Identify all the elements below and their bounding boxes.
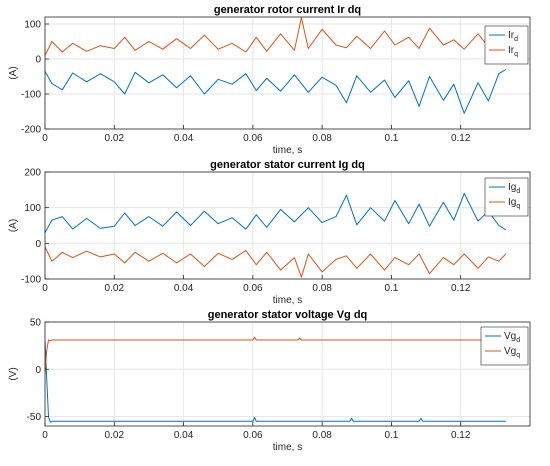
x-tick-label: 0.04 bbox=[174, 430, 194, 441]
y-tick-label: 200 bbox=[24, 168, 41, 179]
x-tick-label: 0.02 bbox=[105, 133, 125, 144]
y-tick-label: 0 bbox=[35, 365, 41, 376]
y-axis-label: (A) bbox=[8, 66, 19, 79]
x-tick-label: 0.12 bbox=[451, 283, 471, 294]
x-tick-label: 0.06 bbox=[243, 430, 263, 441]
series-line-ig-q bbox=[44, 246, 507, 278]
x-tick-label: 0.1 bbox=[384, 283, 398, 294]
x-tick-label: 0.04 bbox=[174, 133, 194, 144]
y-tick-label: -100 bbox=[21, 90, 41, 101]
x-tick-label: 0.12 bbox=[451, 133, 471, 144]
y-tick-label: 100 bbox=[24, 203, 41, 214]
legend-label-d: Vgd bbox=[504, 331, 520, 344]
legend-box bbox=[480, 326, 529, 366]
legend-label-d: Igd bbox=[508, 182, 520, 195]
series-line-ig-d bbox=[44, 192, 507, 233]
chart-title: generator stator current Ig dq bbox=[210, 159, 365, 171]
axes-box bbox=[44, 171, 531, 280]
legend-label-q: Irq bbox=[508, 45, 518, 58]
x-tick-label: 0.1 bbox=[384, 430, 398, 441]
y-tick-label: 0 bbox=[35, 239, 41, 250]
x-tick-label: 0.06 bbox=[243, 133, 263, 144]
legend: Ird Irq bbox=[484, 25, 529, 65]
plot-area bbox=[45, 172, 530, 279]
y-tick-label: -50 bbox=[27, 412, 42, 423]
y-tick-label: -200 bbox=[21, 125, 41, 136]
plot-area bbox=[45, 322, 530, 426]
y-axis-label: (V) bbox=[8, 367, 19, 380]
series-line-vg-q bbox=[44, 336, 506, 375]
x-tick-label: 0.04 bbox=[174, 283, 194, 294]
x-tick-label: 0.12 bbox=[451, 430, 471, 441]
legend: Igd Igq bbox=[484, 177, 529, 217]
y-tick-label: 50 bbox=[30, 318, 42, 329]
y-tick-label: 0 bbox=[35, 55, 41, 66]
x-tick-label: 0 bbox=[42, 283, 48, 294]
x-tick-label: 0 bbox=[42, 133, 48, 144]
legend-box bbox=[484, 25, 529, 65]
legend-box bbox=[484, 177, 529, 217]
axes-box bbox=[44, 16, 531, 130]
legend-label-q: Vgq bbox=[504, 346, 520, 359]
y-tick-label: -100 bbox=[21, 275, 41, 286]
x-tick-label: 0.1 bbox=[384, 133, 398, 144]
legend: Vgd Vgq bbox=[480, 326, 529, 366]
axes-box bbox=[44, 321, 531, 427]
chart-title: generator rotor current Ir dq bbox=[214, 4, 361, 16]
legend-label-q: Igq bbox=[508, 197, 520, 210]
plot-area bbox=[45, 17, 530, 129]
y-tick-label: 100 bbox=[24, 20, 41, 31]
series-line-ir-q bbox=[44, 17, 507, 56]
x-axis-label: time, s bbox=[273, 295, 302, 306]
x-tick-label: 0.02 bbox=[105, 430, 125, 441]
x-tick-label: 0 bbox=[42, 430, 48, 441]
x-tick-label: 0.08 bbox=[312, 133, 332, 144]
chart-panel-3: 0 0.02 0.04 0.06 0.08 0.1 0.12-50050generator … bbox=[8, 309, 531, 453]
x-tick-label: 0.06 bbox=[243, 283, 263, 294]
chart-title: generator stator voltage Vg dq bbox=[208, 309, 368, 321]
legend-label-d: Ird bbox=[508, 30, 518, 43]
series-line-vg-d bbox=[44, 340, 506, 423]
series-line-ir-d bbox=[44, 69, 507, 114]
x-axis-label: time, s bbox=[273, 442, 302, 453]
x-axis-label: time, s bbox=[273, 145, 302, 156]
x-tick-label: 0.08 bbox=[312, 283, 332, 294]
chart-panel-2: 0 0.02 0.04 0.06 0.08 0.1 0.12-1000100200gener… bbox=[8, 159, 531, 306]
x-tick-label: 0.08 bbox=[312, 430, 332, 441]
y-axis-label: (A) bbox=[8, 219, 19, 232]
chart-panel-1: 0 0.02 0.04 0.06 0.08 0.1 0.12 -200 -100 0 100 gene… bbox=[8, 4, 531, 156]
x-tick-label: 0.02 bbox=[105, 283, 125, 294]
